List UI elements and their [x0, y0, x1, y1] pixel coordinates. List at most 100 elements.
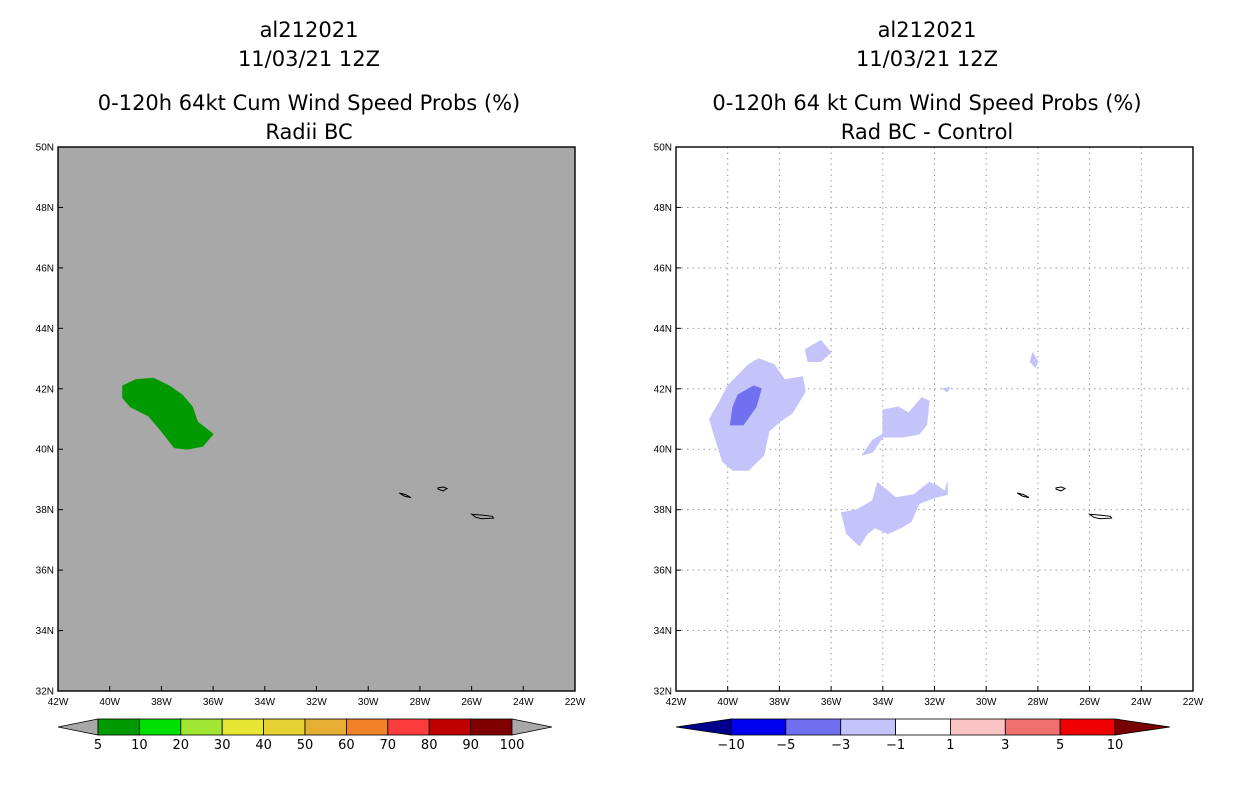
- x-tick-label: 22W: [1183, 697, 1204, 708]
- probability-region: [1029, 352, 1039, 369]
- colorbar-label: 5: [94, 738, 102, 753]
- colorbar-label: 100: [500, 738, 525, 753]
- colorbar-arrow-high: [511, 718, 553, 736]
- colorbar-label: −3: [831, 738, 850, 753]
- probability-region: [709, 358, 806, 471]
- colorbar-label: −1: [886, 738, 905, 753]
- y-tick-label: 44N: [36, 324, 54, 335]
- colorbar-box: [428, 718, 472, 736]
- colorbar-box: [180, 718, 223, 736]
- colorbar-box: [950, 718, 1006, 736]
- island-outline: [1087, 513, 1113, 520]
- y-tick-label: 50N: [654, 143, 672, 154]
- x-tick-label: 22W: [565, 697, 586, 708]
- right-title: 0-120h 64 kt Cum Wind Speed Probs (%): [712, 91, 1141, 115]
- right-datetime: 11/03/21 12Z: [856, 47, 998, 71]
- colorbar-box: [138, 718, 182, 736]
- island-outline: [398, 492, 412, 499]
- colorbar-label: 60: [338, 738, 355, 753]
- probability-region: [804, 339, 832, 363]
- right-storm-id: al212021: [878, 18, 977, 42]
- island-outline: [1055, 486, 1067, 492]
- island-outline: [1016, 492, 1030, 499]
- colorbar-box: [840, 718, 896, 736]
- island-outline: [469, 513, 495, 520]
- x-tick-label: 28W: [410, 697, 431, 708]
- colorbar-label: 5: [1056, 738, 1064, 753]
- x-tick-label: 24W: [1131, 697, 1152, 708]
- probability-region: [941, 386, 951, 393]
- colorbar-label: 70: [380, 738, 397, 753]
- x-tick-label: 34W: [255, 697, 276, 708]
- probability-region: [729, 385, 762, 426]
- y-tick-label: 32N: [654, 687, 672, 698]
- y-tick-label: 44N: [654, 324, 672, 335]
- colorbar-box: [470, 718, 513, 736]
- colorbar-label: 10: [1107, 738, 1124, 753]
- x-tick-label: 26W: [461, 697, 482, 708]
- colorbar-label: 30: [214, 738, 231, 753]
- y-tick-label: 42N: [654, 384, 672, 395]
- y-tick-label: 36N: [36, 566, 54, 577]
- colorbar-box: [730, 718, 787, 736]
- y-tick-label: 42N: [36, 384, 54, 395]
- left-subtitle: Radii BC: [265, 120, 352, 144]
- probability-region: [861, 397, 930, 456]
- colorbar-label: 3: [1001, 738, 1009, 753]
- x-tick-label: 26W: [1079, 697, 1100, 708]
- x-tick-label: 38W: [769, 697, 790, 708]
- colorbar-label: 50: [297, 738, 314, 753]
- colorbar-label: 80: [421, 738, 438, 753]
- probability-region: [841, 482, 948, 547]
- colorbar-label: 90: [462, 738, 479, 753]
- left-storm-id: al212021: [260, 18, 359, 42]
- colorbar-label: −10: [717, 738, 744, 753]
- y-tick-label: 48N: [654, 203, 672, 214]
- colorbar-arrow-low: [57, 718, 99, 736]
- colorbar-box: [304, 718, 347, 736]
- colorbar-box: [387, 718, 430, 736]
- right-subtitle: Rad BC - Control: [841, 120, 1014, 144]
- x-tick-label: 40W: [717, 697, 738, 708]
- y-tick-label: 40N: [36, 445, 54, 456]
- colorbar-box: [1059, 718, 1116, 736]
- x-tick-label: 24W: [513, 697, 534, 708]
- y-tick-label: 46N: [36, 263, 54, 274]
- x-tick-label: 42W: [666, 697, 687, 708]
- y-tick-label: 40N: [654, 445, 672, 456]
- colorbar-box: [785, 718, 842, 736]
- y-tick-label: 50N: [36, 143, 54, 154]
- y-tick-label: 48N: [36, 203, 54, 214]
- colorbar-label: 10: [131, 738, 148, 753]
- right-panel: al212021 11/03/21 12Z 0-120h 64 kt Cum W…: [654, 18, 1204, 753]
- colorbar-box: [345, 718, 389, 736]
- x-tick-label: 34W: [873, 697, 894, 708]
- x-tick-label: 38W: [151, 697, 172, 708]
- x-tick-label: 36W: [203, 697, 224, 708]
- x-tick-label: 42W: [48, 697, 69, 708]
- colorbar-box: [895, 718, 951, 736]
- colorbar-box: [97, 718, 140, 736]
- x-tick-label: 36W: [821, 697, 842, 708]
- y-tick-label: 46N: [654, 263, 672, 274]
- y-tick-label: 32N: [36, 687, 54, 698]
- colorbar-box: [1004, 718, 1061, 736]
- colorbar-label: 20: [173, 738, 190, 753]
- x-tick-label: 30W: [358, 697, 379, 708]
- colorbar-box: [263, 718, 306, 736]
- x-tick-label: 32W: [306, 697, 327, 708]
- y-tick-label: 38N: [654, 505, 672, 516]
- colorbar-arrow-high: [1114, 718, 1171, 736]
- island-outline: [437, 486, 449, 492]
- probability-region: [122, 377, 214, 450]
- y-tick-label: 34N: [36, 626, 54, 637]
- y-tick-label: 36N: [654, 566, 672, 577]
- x-tick-label: 32W: [924, 697, 945, 708]
- left-panel: al212021 11/03/21 12Z 0-120h 64kt Cum Wi…: [36, 18, 586, 753]
- left-title: 0-120h 64kt Cum Wind Speed Probs (%): [98, 91, 520, 115]
- colorbar-box: [221, 718, 264, 736]
- x-tick-label: 30W: [976, 697, 997, 708]
- colorbar-label: −5: [776, 738, 795, 753]
- colorbar-label: 40: [255, 738, 272, 753]
